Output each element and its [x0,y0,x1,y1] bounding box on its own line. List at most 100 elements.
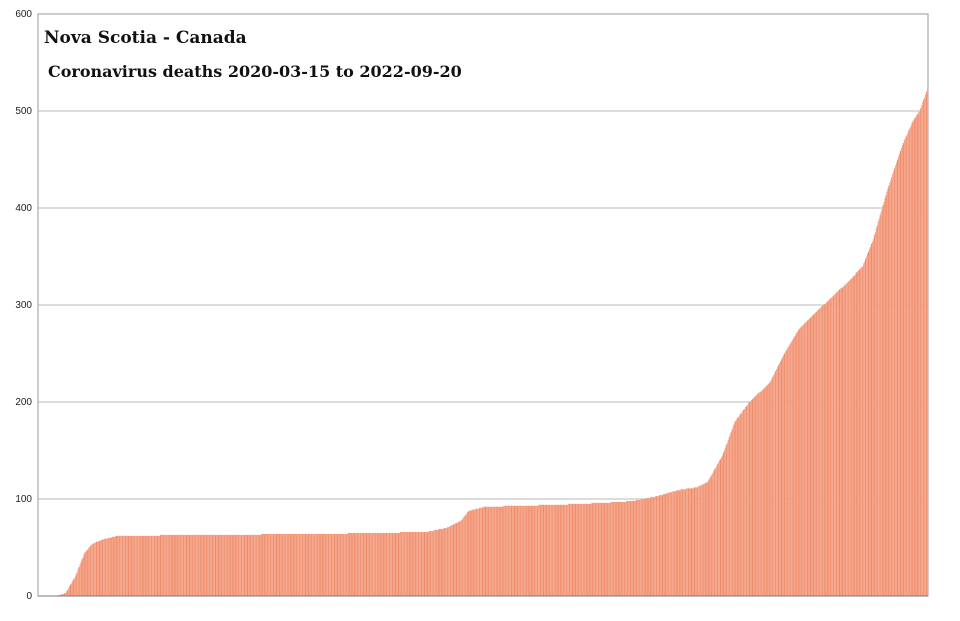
bar [212,534,214,596]
bar [646,498,648,596]
y-tick-label: 500 [15,106,32,117]
bar [460,520,462,596]
bar [755,395,757,596]
bar [202,534,204,596]
bar [551,504,553,596]
bar [639,499,641,596]
bar [600,502,602,596]
bar [362,532,364,596]
bar [627,500,629,596]
bar [764,387,766,596]
bar [870,243,873,596]
bar [341,533,343,596]
bar [422,531,424,596]
bar [514,505,517,596]
bar [872,239,874,597]
bar [661,495,663,596]
bar [110,537,112,596]
bar [348,532,350,596]
bar [242,534,244,596]
bar [896,162,898,596]
bar [84,552,86,596]
bar [222,534,224,596]
bar [171,534,173,596]
bar [569,503,571,596]
bar [457,522,459,596]
bar [616,501,618,596]
bar [205,534,207,596]
bar [204,534,206,596]
bar [364,532,367,596]
bar [352,532,354,596]
bar [305,533,308,596]
bar [720,457,723,596]
bar [741,412,743,596]
bar [588,503,590,596]
bar [363,532,365,596]
y-tick-label: 0 [26,591,32,602]
bar [201,534,203,596]
bar [784,351,786,596]
bar [662,494,665,596]
bar [339,533,341,596]
bar [925,94,927,596]
bar [78,566,80,596]
bar [108,537,110,596]
bar [602,502,605,596]
bar [216,534,218,596]
bar [417,531,419,596]
bar [328,533,330,596]
bar [405,531,407,596]
bar [123,535,125,596]
bar [196,534,198,596]
bar [416,531,418,596]
bar [868,251,870,596]
bar [470,510,472,596]
bar [690,488,692,596]
bar [676,490,678,596]
bar [130,535,132,596]
bar [679,490,681,596]
bar [594,502,596,596]
bar [397,532,399,596]
bar [258,534,260,596]
bar [371,532,373,596]
bar [579,503,581,596]
bar [439,529,441,596]
bar [537,505,539,596]
bar [875,228,877,596]
bar [69,584,72,596]
bar [353,532,355,596]
bar [150,535,152,596]
bar [857,271,859,596]
bar [865,258,867,596]
bar [819,307,821,596]
bar [692,488,695,596]
bar [436,530,438,596]
bar [869,246,872,597]
bar [707,481,709,596]
bar [683,489,685,596]
bar [139,535,141,596]
bar [688,488,690,596]
bar [625,501,627,596]
bar [751,399,754,596]
bar [183,534,185,596]
bar [654,497,656,596]
bar [809,317,812,596]
bar [347,532,349,596]
bar [644,499,646,596]
bar [894,168,896,597]
bar [83,554,85,596]
bar [576,503,578,596]
bar [184,534,186,596]
bar [781,357,784,596]
bar [271,533,273,596]
bar [657,496,659,596]
bar [272,533,274,596]
bar [147,535,149,596]
bar [728,436,730,596]
bar [901,144,903,596]
bar [384,532,386,596]
